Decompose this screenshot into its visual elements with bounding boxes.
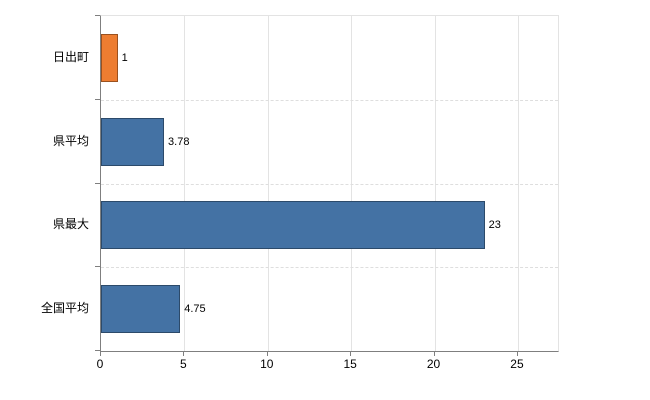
bar-県最大: [101, 201, 485, 250]
horizontal-gridline: [101, 183, 558, 185]
plot-area: 1 3.78 23 4.75: [100, 15, 559, 352]
y-axis-labels: 日出町県平均県最大全国平均: [0, 15, 95, 350]
bar-value-label: 4.75: [184, 303, 206, 316]
bar-value-label: 3.78: [168, 135, 190, 148]
x-tick-mark: [266, 351, 268, 356]
x-tick-label: 15: [343, 357, 357, 371]
y-tick-mark: [95, 98, 100, 100]
x-tick-label: 10: [260, 357, 274, 371]
x-tick-label: 0: [96, 357, 104, 371]
horizontal-gridline: [101, 267, 558, 269]
y-tick-mark: [95, 15, 100, 16]
x-tick-mark: [433, 351, 435, 356]
x-tick-mark: [516, 351, 518, 356]
bar-日出町: [101, 33, 118, 82]
bar-value-label: 23: [488, 219, 501, 232]
x-tick-label: 25: [510, 357, 524, 371]
y-tick-mark: [95, 350, 100, 351]
x-tick-label: 20: [426, 357, 441, 371]
y-tick-mark: [95, 266, 100, 268]
y-tick-mark: [95, 182, 100, 184]
x-tick-mark: [183, 351, 185, 356]
bar-全国平均: [101, 285, 181, 334]
category-label: 全国平均: [40, 301, 89, 316]
category-label: 日出町: [52, 49, 89, 64]
x-tick-label: 5: [180, 357, 187, 371]
bar-県平均: [101, 117, 165, 166]
x-tick-mark: [100, 351, 101, 356]
x-axis-labels: 0 5 10 15 20 25: [0, 358, 650, 374]
category-label: 県平均: [52, 133, 89, 148]
x-axis-tick-marks: [0, 351, 650, 356]
horizontal-gridline: [101, 99, 558, 101]
x-tick-mark: [350, 351, 352, 356]
category-label: 県最大: [52, 217, 89, 232]
bar-value-label: 1: [121, 51, 128, 64]
